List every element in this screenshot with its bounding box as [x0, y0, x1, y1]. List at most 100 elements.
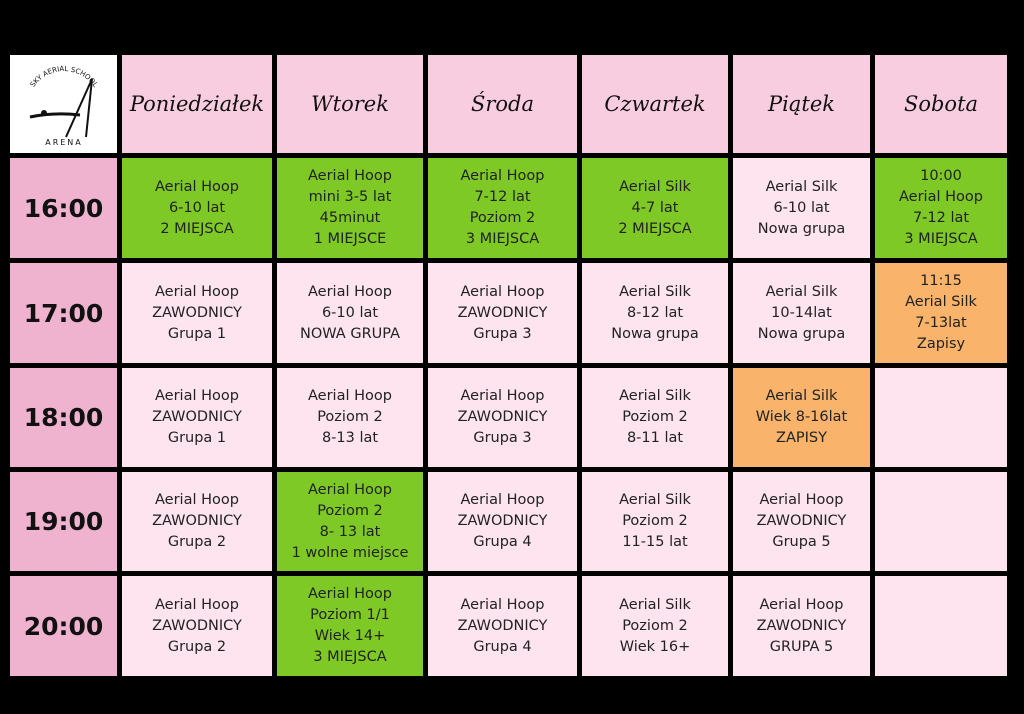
class-line: Grupa 2: [167, 534, 227, 550]
class-line: 7-12 lat: [474, 189, 531, 205]
class-cell: [875, 576, 1007, 676]
class-line: Aerial Hoop: [155, 283, 239, 300]
class-line: 10:00: [920, 168, 962, 184]
class-line: Aerial Hoop: [759, 492, 844, 508]
class-line: ZAWODNICY: [457, 617, 548, 634]
class-line: Poziom 1/1: [310, 607, 390, 623]
class-line: ZAWODNICY: [756, 513, 847, 529]
class-line: ZAWODNICY: [457, 409, 548, 425]
class-line: GRUPA 5: [769, 638, 834, 655]
class-line: Grupa 5: [772, 534, 831, 550]
class-line: Aerial Silk: [765, 283, 838, 300]
day-header: Piątek: [733, 55, 870, 153]
class-cell: Aerial Hoop Poziom 2 8-13 lat: [277, 368, 423, 467]
class-line: Zapisy: [916, 336, 966, 352]
class-cell: Aerial Hoop Poziom 1/1 Wiek 14+ 3 MIEJSCA: [277, 576, 423, 676]
class-line: Aerial Hoop: [308, 283, 392, 300]
class-cell: [875, 472, 1007, 571]
class-cell: Aerial Hoop ZAWODNICY Grupa 1: [122, 263, 272, 363]
class-line: Poziom 2: [469, 210, 536, 226]
class-line: 3 MIEJSCA: [904, 231, 978, 247]
class-line: Grupa 2: [167, 638, 227, 655]
class-line: 8-13 lat: [321, 430, 379, 446]
class-cell: Aerial Silk Poziom 2 11-15 lat: [582, 472, 728, 571]
class-cell: 10:00 Aerial Hoop 7-12 lat 3 MIEJSCA: [875, 158, 1007, 258]
class-cell: Aerial Hoop ZAWODNICY Grupa 2: [122, 472, 272, 571]
class-line: Aerial Silk: [905, 294, 977, 310]
class-line: Poziom 2: [317, 409, 383, 425]
class-line: 1 wolne miejsce: [291, 544, 409, 561]
class-line: 2 MIEJSCA: [618, 220, 692, 237]
class-line: ZAWODNICY: [152, 409, 242, 425]
class-line: Wiek 8-16lat: [755, 409, 848, 425]
class-line: Poziom 2: [317, 502, 383, 519]
logo: SKY AERIAL SCHOOL ARENA: [10, 55, 117, 153]
class-line: Aerial Silk: [619, 596, 691, 613]
class-line: Wiek 16+: [619, 638, 691, 655]
class-line: Aerial Hoop: [460, 596, 545, 613]
class-line: 11-15 lat: [622, 534, 688, 550]
class-line: 7-13lat: [915, 315, 967, 331]
class-line: Aerial Hoop: [308, 168, 392, 184]
class-line: 8- 13 lat: [319, 523, 381, 540]
class-line: Aerial Silk: [619, 283, 691, 300]
class-cell: Aerial Silk 4-7 lat 2 MIEJSCA: [582, 158, 728, 258]
class-cell: Aerial Hoop 6-10 lat 2 MIEJSCA: [122, 158, 272, 258]
class-line: Grupa 1: [167, 325, 227, 342]
class-cell: Aerial Hoop Poziom 2 8- 13 lat 1 wolne miej…: [277, 472, 423, 571]
day-header: Środa: [428, 55, 577, 153]
class-line: 3 MIEJSCA: [313, 649, 387, 665]
class-line: 6-10 lat: [168, 199, 226, 216]
time-label: 16:00: [10, 158, 117, 258]
class-cell: Aerial Silk 10-14lat Nowa grupa: [733, 263, 870, 363]
class-line: Poziom 2: [622, 617, 688, 634]
time-label: 18:00: [10, 368, 117, 467]
class-cell: Aerial Hoop 6-10 lat NOWA GRUPA: [277, 263, 423, 363]
class-line: Aerial Silk: [619, 388, 691, 404]
class-line: ZAWODNICY: [152, 304, 242, 321]
class-cell: Aerial Hoop ZAWODNICY Grupa 5: [733, 472, 870, 571]
class-cell: Aerial Silk 8-12 lat Nowa grupa: [582, 263, 728, 363]
class-line: Aerial Silk: [619, 492, 691, 508]
class-line: Aerial Silk: [765, 388, 838, 404]
class-line: Aerial Hoop: [155, 492, 239, 508]
class-line: Grupa 3: [473, 325, 532, 342]
class-line: Aerial Hoop: [460, 283, 545, 300]
time-label: 17:00: [10, 263, 117, 363]
class-cell: Aerial Silk Poziom 2 Wiek 16+: [582, 576, 728, 676]
class-line: ZAWODNICY: [756, 617, 847, 634]
time-label: 19:00: [10, 472, 117, 571]
class-line: ZAWODNICY: [152, 617, 242, 634]
class-cell: Aerial Hoop mini 3-5 lat 45minut 1 MIEJSCE: [277, 158, 423, 258]
class-line: NOWA GRUPA: [300, 325, 400, 342]
day-header: Poniedziałek: [122, 55, 272, 153]
class-line: 2 MIEJSCA: [160, 220, 234, 237]
class-line: Grupa 1: [167, 430, 227, 446]
class-cell: Aerial Hoop ZAWODNICY Grupa 1: [122, 368, 272, 467]
class-line: 6-10 lat: [773, 199, 830, 216]
class-line: Aerial Hoop: [155, 178, 239, 195]
class-line: Nowa grupa: [757, 325, 846, 342]
day-header: Czwartek: [582, 55, 728, 153]
class-line: ZAWODNICY: [457, 304, 548, 321]
class-line: Poziom 2: [622, 409, 688, 425]
class-line: Aerial Hoop: [308, 481, 392, 498]
class-line: Aerial Hoop: [308, 586, 392, 602]
class-line: mini 3-5 lat: [308, 189, 392, 205]
day-header: Sobota: [875, 55, 1007, 153]
class-line: ZAWODNICY: [152, 513, 242, 529]
class-cell: Aerial Hoop ZAWODNICY Grupa 4: [428, 576, 577, 676]
class-line: 6-10 lat: [321, 304, 379, 321]
class-line: Poziom 2: [622, 513, 688, 529]
class-line: Aerial Silk: [619, 178, 691, 195]
class-cell: Aerial Hoop ZAWODNICY Grupa 3: [428, 263, 577, 363]
class-line: 8-12 lat: [626, 304, 684, 321]
class-line: Grupa 4: [473, 638, 532, 655]
class-line: 11:15: [920, 273, 962, 289]
class-cell: Aerial Hoop ZAWODNICY Grupa 3: [428, 368, 577, 467]
class-line: ZAWODNICY: [457, 513, 548, 529]
class-line: Grupa 3: [473, 430, 532, 446]
class-line: Aerial Silk: [765, 178, 838, 195]
class-cell: Aerial Silk Poziom 2 8-11 lat: [582, 368, 728, 467]
